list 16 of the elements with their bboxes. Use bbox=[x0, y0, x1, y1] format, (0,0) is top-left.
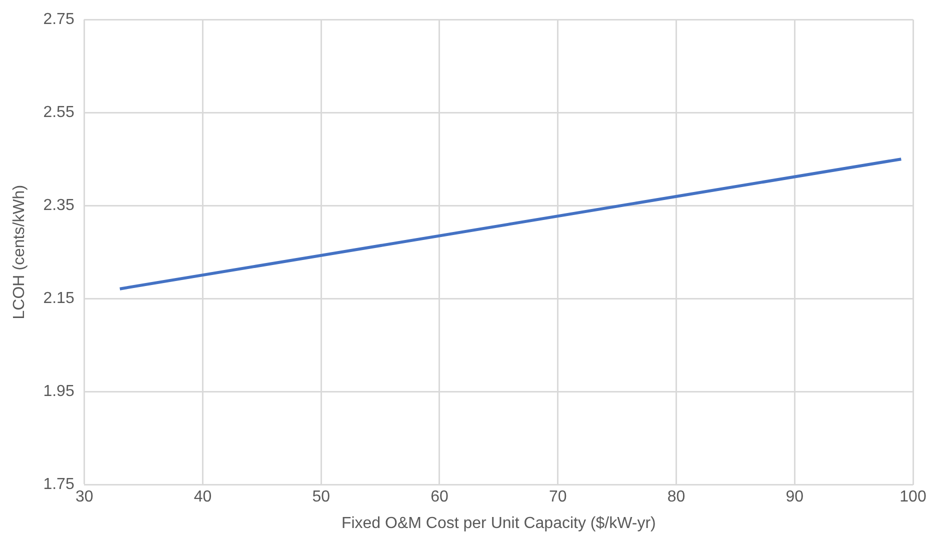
x-tick-label: 50 bbox=[312, 488, 330, 506]
y-axis-title: LCOH (cents/kWh) bbox=[11, 184, 28, 320]
x-tick-label: 30 bbox=[75, 488, 94, 506]
y-tick-label: 2.55 bbox=[43, 104, 74, 122]
x-tick-label: 60 bbox=[430, 488, 448, 506]
y-tick-label: 1.75 bbox=[43, 476, 74, 494]
y-tick-label: 1.95 bbox=[43, 383, 74, 400]
y-tick-label: 2.15 bbox=[43, 290, 74, 308]
x-tick-label: 100 bbox=[900, 488, 926, 506]
x-tick-label: 90 bbox=[786, 488, 804, 506]
x-tick-label: 70 bbox=[548, 488, 567, 506]
x-tick-label: 40 bbox=[194, 488, 212, 506]
y-tick-label: 2.35 bbox=[43, 197, 74, 214]
y-tick-label: 2.75 bbox=[43, 11, 74, 28]
x-tick-label: 80 bbox=[667, 488, 686, 506]
x-axis-title: Fixed O&M Cost per Unit Capacity ($/kW-yr) bbox=[341, 514, 656, 532]
